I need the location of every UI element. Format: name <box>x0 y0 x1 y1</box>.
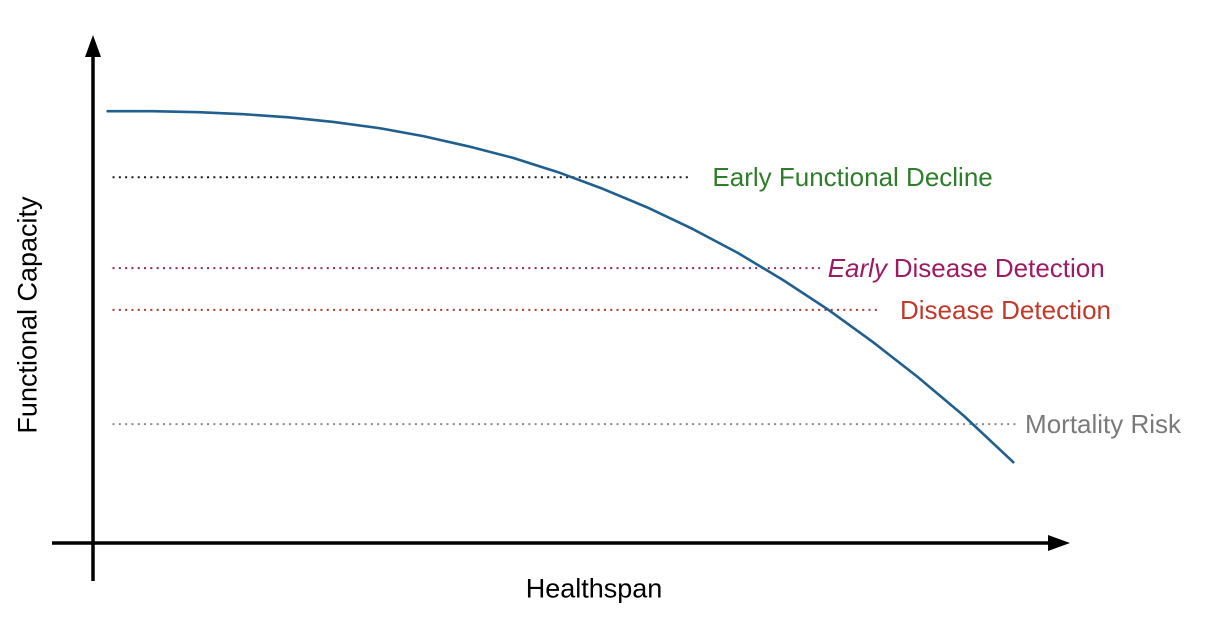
label-disease-detection: Disease Detection <box>900 297 1111 323</box>
label-text: Early Functional Decline <box>712 162 993 193</box>
label-text: Mortality Risk <box>1025 409 1182 440</box>
x-axis-arrowhead <box>1048 535 1070 551</box>
label-italic-part: Early <box>827 253 887 284</box>
label-early-disease-detection: Early Disease Detection <box>828 255 1105 281</box>
y-axis-label: Functional Capacity <box>12 196 43 434</box>
label-mortality-risk: Mortality Risk <box>1025 411 1181 437</box>
label-text: Disease Detection <box>900 294 1111 325</box>
y-axis-arrowhead <box>85 35 101 57</box>
x-axis-label: Healthspan <box>525 573 663 604</box>
label-early-functional-decline: Early Functional Decline <box>712 164 992 190</box>
label-text: Disease Detection <box>893 253 1105 284</box>
functional-capacity-curve <box>106 109 1015 464</box>
